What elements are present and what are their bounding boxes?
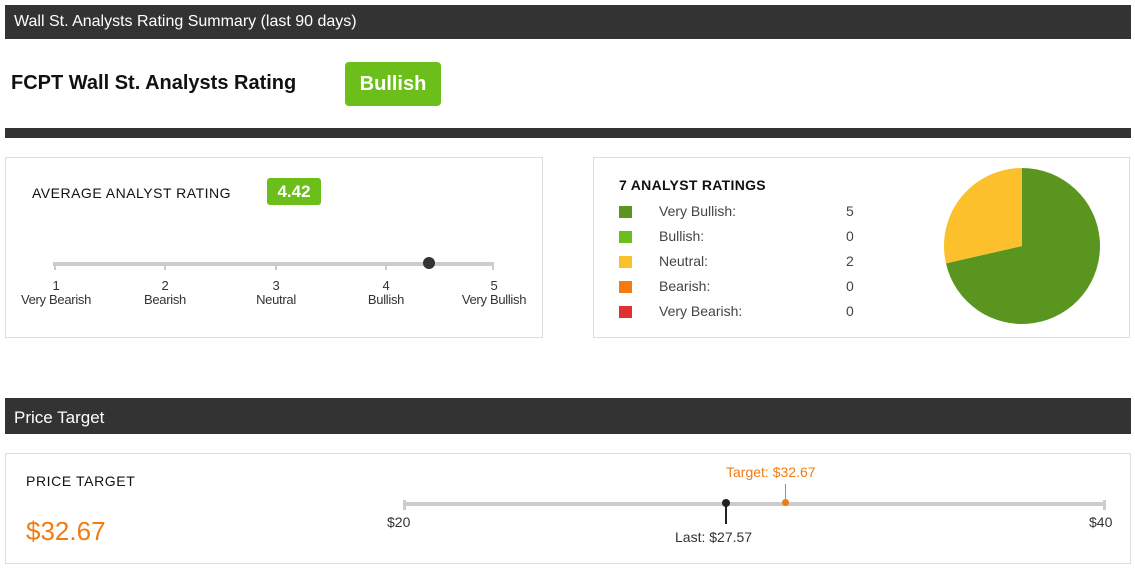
legend-count: 0 (846, 303, 854, 319)
analyst-ratings-panel: 7 ANALYST RATINGS Very Bullish: 5 Bullis… (593, 157, 1130, 338)
scale-label: 4 Bullish (367, 278, 405, 307)
scale-tick (54, 262, 56, 270)
legend-swatch (619, 281, 632, 293)
target-price-connector (785, 484, 786, 499)
legend-swatch (619, 256, 632, 268)
summary-header-title: Wall St. Analysts Rating Summary (last 9… (14, 13, 357, 30)
scale-tick (492, 262, 494, 270)
price-target-panel: PRICE TARGET $32.67 Target: $32.67 $20 $… (5, 453, 1131, 564)
rating-scale-track (53, 262, 494, 266)
scale-label: 1 Very Bearish (20, 278, 92, 307)
legend-label: Very Bullish: (659, 203, 737, 219)
scale-tick (275, 262, 277, 270)
price-target-value: $32.67 (26, 516, 106, 546)
legend-label: Bullish: (659, 228, 705, 244)
price-target-title: PRICE TARGET (26, 473, 136, 489)
price-range-min-tick (403, 500, 406, 510)
pie-slice (944, 168, 1022, 264)
average-rating-badge: 4.42 (267, 178, 321, 205)
price-range-track (404, 502, 1106, 506)
rating-badge: Bullish (345, 62, 441, 106)
price-target-header-bar: Price Target (5, 398, 1131, 434)
legend-swatch (619, 306, 632, 318)
section-divider (5, 128, 1131, 138)
legend-label: Bearish: (659, 278, 711, 294)
legend-count: 0 (846, 228, 854, 244)
pie-slice (945, 168, 1100, 324)
legend-swatch (619, 231, 632, 243)
last-price-marker (722, 499, 730, 507)
ratings-pie-chart (944, 168, 1100, 324)
target-price-marker (782, 499, 789, 506)
scale-label: 5 Very Bullish (461, 278, 527, 307)
legend-label: Very Bearish: (659, 303, 743, 319)
price-target-header-title: Price Target (14, 408, 105, 427)
rating-title: FCPT Wall St. Analysts Rating (11, 72, 297, 94)
scale-tick (385, 262, 387, 270)
legend-count: 0 (846, 278, 854, 294)
summary-header-bar: Wall St. Analysts Rating Summary (last 9… (5, 5, 1131, 39)
scale-label: 2 Bearish (144, 278, 186, 307)
legend-label: Neutral: (659, 253, 709, 269)
average-rating-panel: AVERAGE ANALYST RATING 4.42 1 Very Bearis… (5, 157, 543, 338)
scale-label: 3 Neutral (256, 278, 296, 307)
target-price-label: Target: $32.67 (726, 464, 816, 480)
price-range-max-tick (1103, 500, 1106, 510)
average-rating-marker (423, 257, 435, 269)
analyst-ratings-title: 7 ANALYST RATINGS (619, 177, 766, 193)
last-price-label: Last: $27.57 (675, 529, 753, 545)
price-range-min-label: $20 (387, 514, 411, 530)
legend-swatch (619, 206, 632, 218)
last-price-line (725, 502, 727, 524)
legend-count: 2 (846, 253, 854, 269)
price-range-max-label: $40 (1089, 514, 1113, 530)
scale-tick (164, 262, 166, 270)
average-rating-title: AVERAGE ANALYST RATING (32, 185, 232, 201)
legend-count: 5 (846, 203, 854, 219)
